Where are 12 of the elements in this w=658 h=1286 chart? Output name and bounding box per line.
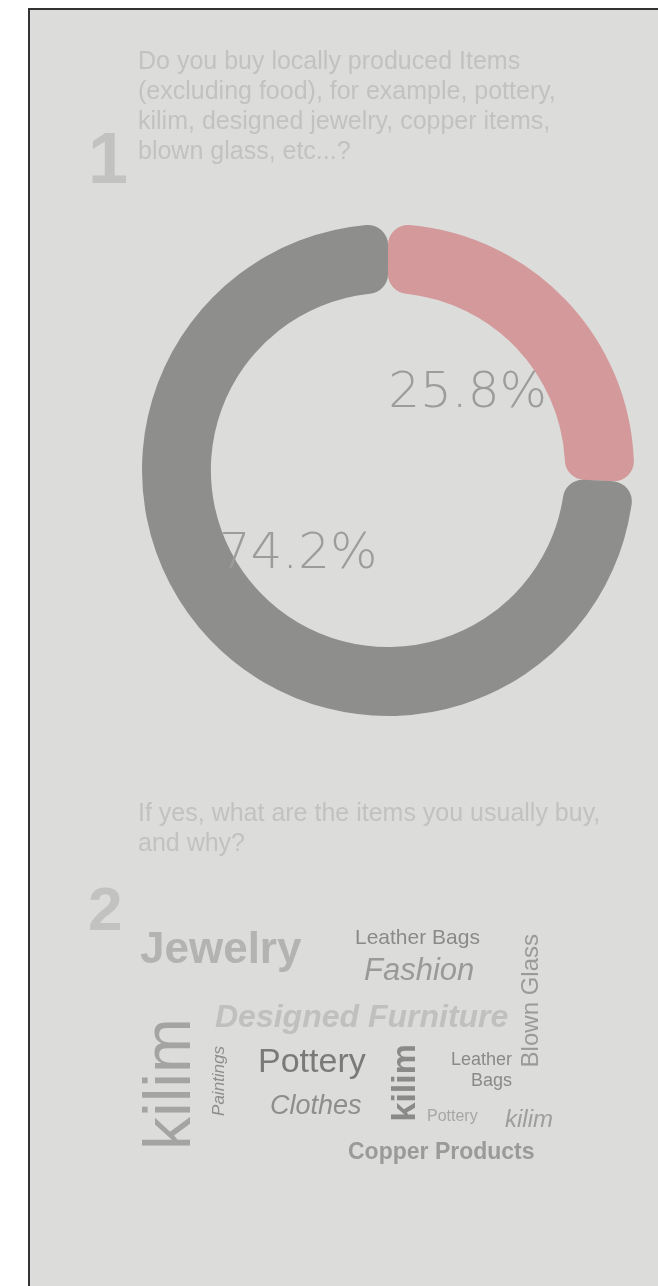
text: Clothes — [270, 1090, 362, 1120]
text: Blown Glass — [516, 934, 543, 1068]
text: Pottery — [258, 1041, 366, 1079]
text: Fashion — [364, 952, 475, 987]
text: Leather Bags — [355, 925, 480, 948]
text: Copper Products — [348, 1138, 535, 1164]
text: kilim — [384, 1044, 422, 1122]
data-label: 25.8% — [388, 361, 547, 420]
text: Paintings — [209, 1046, 228, 1116]
text: kilim — [505, 1105, 553, 1132]
text: Leather Bags — [449, 1049, 512, 1091]
text: kilim — [130, 1018, 204, 1150]
